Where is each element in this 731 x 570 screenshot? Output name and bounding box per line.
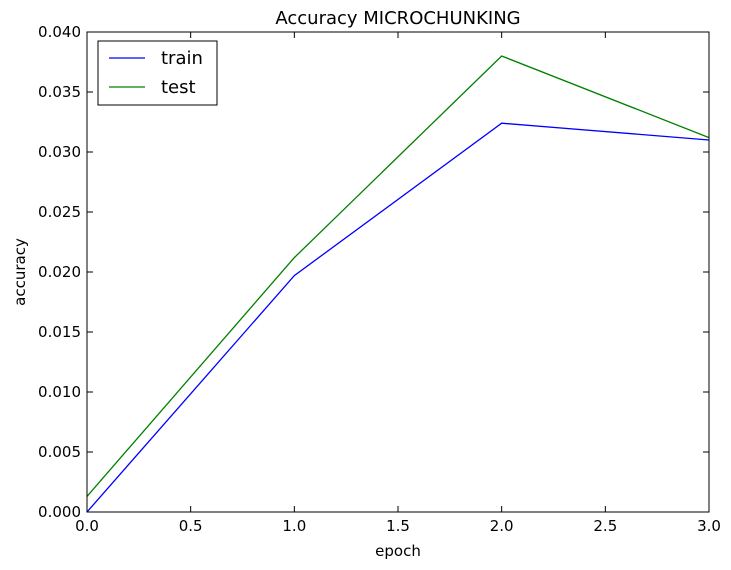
y-tick-label: 0.030 bbox=[38, 143, 81, 161]
legend-label-train: train bbox=[161, 48, 203, 69]
y-tick-label: 0.005 bbox=[38, 443, 81, 461]
y-tick-label: 0.020 bbox=[38, 263, 81, 281]
x-axis-label: epoch bbox=[375, 542, 421, 560]
series-line-test bbox=[86, 55, 710, 497]
y-tick-label: 0.035 bbox=[38, 83, 81, 101]
y-tick-label: 0.015 bbox=[38, 323, 81, 341]
legend-label-test: test bbox=[161, 77, 196, 98]
x-tick-label: 2.0 bbox=[490, 517, 514, 535]
y-tick-label: 0.010 bbox=[38, 383, 81, 401]
y-tick-label: 0.000 bbox=[38, 503, 81, 521]
legend-box bbox=[97, 40, 218, 106]
series-line-train bbox=[86, 122, 710, 513]
y-axis-label: accuracy bbox=[11, 238, 29, 306]
x-tick-label: 1.0 bbox=[282, 517, 306, 535]
x-tick-label: 0.0 bbox=[75, 517, 99, 535]
x-tick-label: 3.0 bbox=[697, 517, 721, 535]
chart-title: Accuracy MICROCHUNKING bbox=[275, 8, 520, 29]
y-tick-label: 0.040 bbox=[38, 23, 81, 41]
plot-area: 0.0 0.5 1.0 1.5 2.0 2.5 3.0 0.000 0.005 0.010 0.01… bbox=[38, 23, 721, 535]
x-tick-label: 1.5 bbox=[386, 517, 410, 535]
x-tick-label: 0.5 bbox=[179, 517, 203, 535]
x-tick-label: 2.5 bbox=[593, 517, 617, 535]
y-tick-label: 0.025 bbox=[38, 203, 81, 221]
